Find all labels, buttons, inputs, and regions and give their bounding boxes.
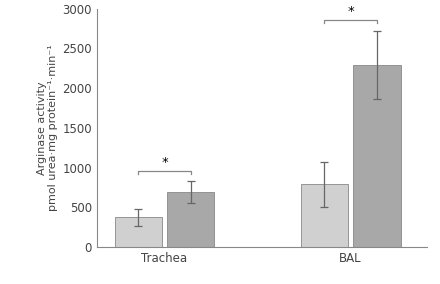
Text: *: * [347,5,354,18]
Bar [353,65,400,247]
Bar [114,217,162,247]
Bar [167,192,214,247]
Text: *: * [161,156,168,169]
Y-axis label: Arginase activity
pmol urea·mg protein⁻¹·min⁻¹: Arginase activity pmol urea·mg protein⁻¹… [37,44,58,211]
Bar [301,184,348,247]
